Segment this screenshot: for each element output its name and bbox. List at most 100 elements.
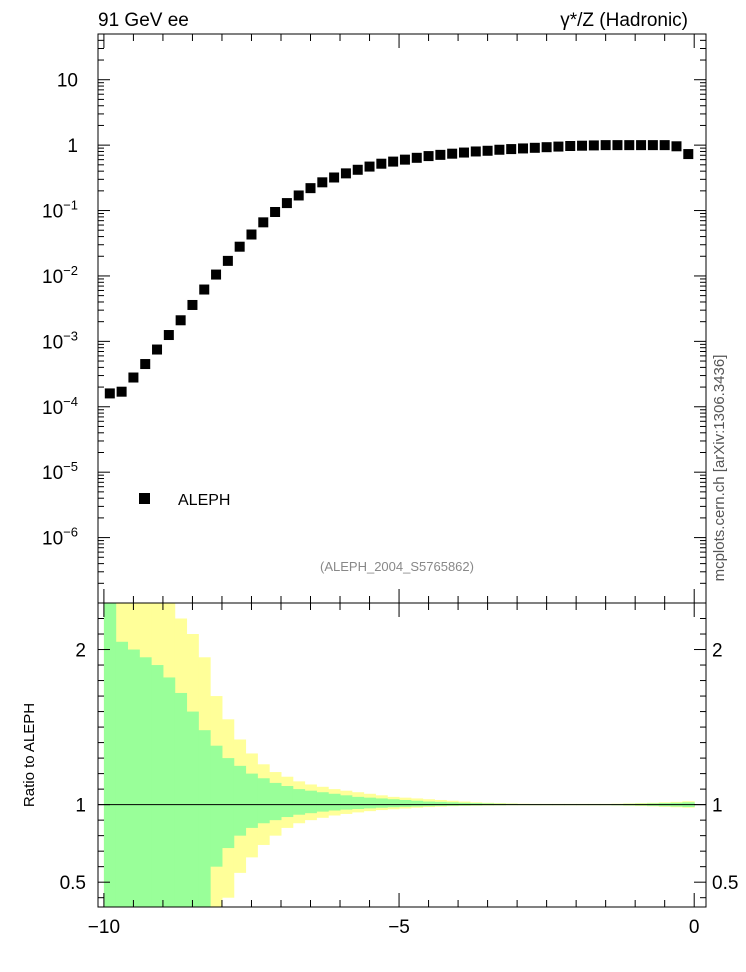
ratio-frame xyxy=(97,602,707,908)
data-point xyxy=(128,372,139,383)
ratio-inner-band-bin xyxy=(422,801,435,807)
ratio-inner-band-bin xyxy=(174,692,188,907)
data-point xyxy=(577,140,588,151)
data-point xyxy=(270,206,281,217)
y-tick-label: 10−6 xyxy=(42,525,78,550)
y-tick-label: 10−4 xyxy=(42,394,78,419)
ratio-y-tick-label-right: 1 xyxy=(712,796,723,817)
ratio-y-tick-label-right: 2 xyxy=(712,641,723,662)
aleph-markers xyxy=(104,140,694,399)
data-point xyxy=(506,144,517,155)
ratio-inner-band-bin xyxy=(280,786,294,818)
y-tick-label: 10−1 xyxy=(42,198,78,223)
data-point xyxy=(541,142,552,153)
data-point xyxy=(529,142,540,153)
ratio-inner-band-bin xyxy=(387,799,400,808)
ratio-inner-band-bin xyxy=(210,745,223,867)
ratio-inner-band-bin xyxy=(269,782,282,821)
y-tick-label: 10−2 xyxy=(42,263,78,288)
main-panel: 10−6 10−5 10−4 10−3 10−2 10−1 1 10 (ALEPH_2004_… xyxy=(42,33,707,604)
data-point xyxy=(175,315,186,326)
data-point xyxy=(388,156,399,167)
ratio-inner-band-bin xyxy=(304,790,317,814)
data-point xyxy=(281,198,292,209)
ratio-y-tick-label-right: 0.5 xyxy=(712,873,738,894)
legend-label: ALEPH xyxy=(178,492,230,509)
ratio-inner-band-bin xyxy=(292,789,306,815)
ratio-inner-band-bin xyxy=(434,801,447,806)
data-point xyxy=(482,145,493,156)
data-point xyxy=(683,149,694,160)
x-tick-label: 0 xyxy=(689,917,700,938)
data-point xyxy=(647,140,658,151)
data-point xyxy=(116,386,127,397)
y-tick-label: 10 xyxy=(57,71,78,92)
data-point xyxy=(140,359,151,370)
data-point xyxy=(187,299,198,310)
ratio-inner-band-bin xyxy=(410,800,424,807)
data-point xyxy=(458,147,469,158)
data-point xyxy=(423,151,434,162)
data-point xyxy=(659,140,670,151)
data-point xyxy=(234,241,245,252)
data-point xyxy=(352,164,363,175)
data-point xyxy=(152,344,163,355)
main-frame xyxy=(97,33,707,604)
ratio-inner-band-bin xyxy=(399,799,412,807)
data-point xyxy=(600,140,611,151)
ratio-inner-band-bin xyxy=(198,730,211,907)
data-point xyxy=(435,149,446,160)
y-tick-label: 10−3 xyxy=(42,328,78,353)
watermark-text: mcplots.cern.ch [arXiv:1306.3436] xyxy=(711,355,728,582)
ratio-inner-band-bin xyxy=(328,793,341,811)
data-point xyxy=(411,152,422,163)
data-point xyxy=(246,229,257,240)
y-tick-label: 10−5 xyxy=(42,459,78,484)
ratio-inner-band-bin xyxy=(340,795,353,810)
ratio-inner-band-bin xyxy=(351,796,365,809)
data-point xyxy=(364,161,375,172)
data-point xyxy=(199,284,210,295)
data-point xyxy=(494,144,505,155)
ratio-inner-band-bin xyxy=(103,603,117,907)
data-point xyxy=(340,168,351,179)
x-tick-label: −5 xyxy=(388,917,410,938)
data-point xyxy=(612,140,623,151)
y-tick-label: 1 xyxy=(67,136,78,157)
ratio-inner-band-bin xyxy=(446,802,459,806)
data-point xyxy=(671,141,682,152)
data-point xyxy=(305,183,316,194)
ratio-inner-band-bin xyxy=(233,765,247,836)
ratio-inner-band-bin xyxy=(162,677,176,907)
ratio-panel: 0.5 0.5 1 1 2 2 −10 −5 0 Ratio to ALEPH xyxy=(21,602,738,938)
header-right-label: γ*/Z (Hadronic) xyxy=(560,10,688,31)
data-point xyxy=(104,388,115,399)
x-tick-label: −10 xyxy=(88,917,120,938)
data-point xyxy=(329,172,340,183)
data-point xyxy=(211,269,222,280)
ratio-inner-band-bin xyxy=(316,792,329,812)
data-point xyxy=(470,146,481,157)
ratio-y-tick-label: 1 xyxy=(75,796,86,817)
data-point xyxy=(317,177,328,188)
ratio-inner-band-bin xyxy=(127,649,140,907)
data-point xyxy=(588,140,599,151)
data-point xyxy=(447,148,458,159)
ratio-ylabel: Ratio to ALEPH xyxy=(21,703,38,807)
ratio-inner-band-bin xyxy=(186,711,199,907)
data-point xyxy=(399,154,410,165)
ratio-inner-band-bin xyxy=(257,778,270,824)
ratio-inner-band-bin xyxy=(363,797,376,809)
data-point xyxy=(293,190,304,201)
ratio-inner-band-bin xyxy=(139,657,152,907)
data-point xyxy=(376,158,387,169)
ratio-inner-band-bin xyxy=(245,773,258,828)
data-point xyxy=(222,255,233,266)
data-point xyxy=(636,140,647,151)
data-point xyxy=(565,140,576,151)
ratio-inner-band-bin xyxy=(221,758,235,849)
header-left-label: 91 GeV ee xyxy=(98,10,189,31)
data-point xyxy=(163,330,174,341)
ratio-y-tick-label: 0.5 xyxy=(60,873,86,894)
